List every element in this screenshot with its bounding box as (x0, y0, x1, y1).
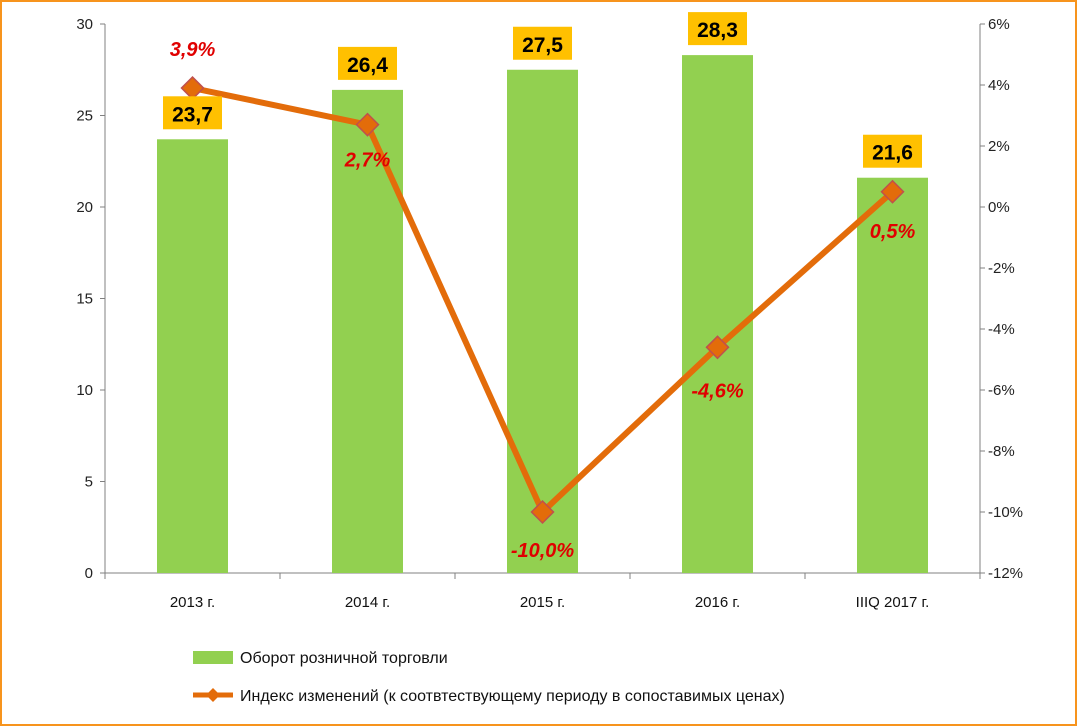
bar-value-label: 21,6 (872, 142, 913, 165)
bar (857, 177, 928, 573)
legend-label-bar: Оборот розничной торговли (240, 650, 448, 667)
bar (157, 139, 228, 574)
y-right-tick-label: 0% (988, 199, 1010, 216)
x-tick-label: IIIQ 2017 г. (856, 594, 930, 611)
bar-label-bg (688, 12, 747, 46)
y-left-tick-label: 30 (76, 16, 93, 33)
x-tick-label: 2014 г. (345, 594, 390, 611)
y-right-tick-label: 2% (988, 138, 1010, 155)
x-tick-label: 2015 г. (520, 594, 565, 611)
y-right-tick-label: 6% (988, 16, 1010, 33)
y-right-tick-label: -12% (988, 565, 1023, 582)
line-value-label: 3,9% (170, 39, 216, 61)
legend-label-line: Индекс изменений (к соотвтествующему пер… (240, 688, 785, 705)
y-right-tick-label: -2% (988, 260, 1015, 277)
line-value-label: 0,5% (870, 221, 916, 243)
y-left-tick-label: 10 (76, 382, 93, 399)
bar-label-bg (863, 134, 922, 168)
line-value-label: -4,6% (691, 380, 743, 402)
bar-label-bg (163, 96, 222, 130)
legend-swatch-marker (206, 688, 220, 702)
bar-value-label: 23,7 (172, 103, 213, 126)
x-tick-label: 2016 г. (695, 594, 740, 611)
line-marker (530, 499, 555, 525)
line-value-label: -10,0% (511, 540, 575, 562)
y-left-tick-label: 0 (85, 565, 93, 582)
data-labels: 23,7 26,4 27,5 28,3 21,6 3,9% 2,7% -10,0% -4,6% 0… (163, 12, 922, 562)
legend: Оборот розничной торговли Индекс изменен… (193, 650, 785, 705)
y-right-tick-label: -10% (988, 504, 1023, 521)
line-marker (880, 179, 905, 204)
legend-swatch-bar (193, 651, 233, 664)
y-right-tick-label: -6% (988, 382, 1015, 399)
line-series (180, 75, 905, 525)
bar (682, 55, 753, 574)
y-left-tick-label: 25 (76, 108, 93, 125)
bar-label-bg (513, 26, 572, 60)
y-right-tick-label: -4% (988, 321, 1015, 338)
line-marker (705, 335, 730, 360)
line-marker (355, 112, 380, 137)
bar (507, 69, 578, 573)
axes: 0 5 10 15 20 25 30 -12% -10% -8% -6% -4% -2% 0% 2% 4% 6%… (76, 16, 1023, 611)
y-right-tick-label: 4% (988, 77, 1010, 94)
x-tick-label: 2013 г. (170, 594, 215, 611)
y-left-tick-label: 15 (76, 291, 93, 308)
y-left-tick-label: 5 (85, 474, 93, 491)
bar-value-label: 28,3 (697, 19, 738, 42)
bar-value-label: 26,4 (347, 54, 388, 77)
line-marker (180, 75, 205, 101)
line-value-label: 2,7% (344, 150, 391, 172)
bar-series (157, 55, 928, 574)
bar-value-label: 27,5 (522, 34, 563, 57)
y-right-tick-label: -8% (988, 443, 1015, 460)
y-left-tick-label: 20 (76, 199, 93, 216)
bar-label-bg (338, 46, 397, 80)
